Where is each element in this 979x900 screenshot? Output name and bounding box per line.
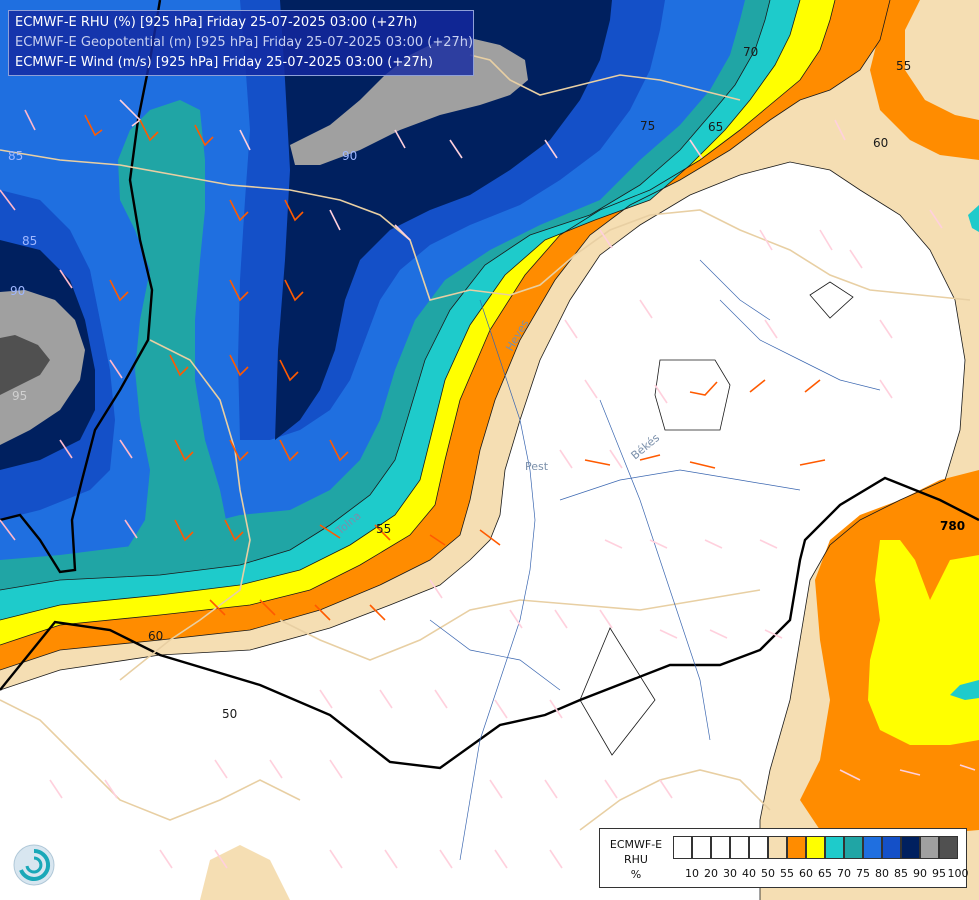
legend-tick-label: 100 — [947, 867, 969, 880]
legend-tick-label: 75 — [856, 867, 870, 880]
contour-label: 75 — [640, 119, 655, 133]
legend-swatch — [825, 836, 844, 859]
legend-swatch — [730, 836, 749, 859]
contour-label-group: 85 90 95 85 90 70 75 65 60 55 60 50 55 5… — [8, 45, 965, 721]
rhu-title: ECMWF-E RHU (%) [925 hPa] Friday 25-07-2… — [15, 15, 418, 30]
legend-title: ECMWF-E RHU % — [604, 837, 668, 882]
legend-tick-label: 85 — [894, 867, 908, 880]
contour-label: 85 — [8, 149, 23, 163]
legend-swatch — [749, 836, 768, 859]
legend-title-line: RHU — [624, 853, 648, 866]
band-65-70-ne — [968, 205, 979, 232]
contour-label: 60 — [873, 136, 888, 150]
legend-tick-label: 80 — [875, 867, 889, 880]
contour-label: 55 — [376, 522, 391, 536]
contour-label: 95 — [12, 389, 27, 403]
legend-swatch — [844, 836, 863, 859]
contour-label: 65 — [708, 120, 723, 134]
wind-barbs — [0, 99, 976, 869]
legend-tick-label: 90 — [913, 867, 927, 880]
contour-label: 90 — [342, 149, 357, 163]
rivers — [429, 259, 881, 861]
contour-label: 60 — [148, 629, 163, 643]
legend-tick-label: 55 — [780, 867, 794, 880]
legend-tick-label: 50 — [761, 867, 775, 880]
contour-label: 55 — [896, 59, 911, 73]
legend-title-line: ECMWF-E — [609, 838, 663, 851]
legend-swatch — [920, 836, 939, 859]
legend-swatch — [692, 836, 711, 859]
contour-label: 85 — [22, 234, 37, 248]
band-65-70-se — [950, 680, 979, 700]
band-95-100 — [0, 335, 50, 395]
contour-label: 70 — [743, 45, 758, 59]
legend-tick-label: 95 — [932, 867, 946, 880]
legend-swatch — [768, 836, 787, 859]
legend-swatch — [787, 836, 806, 859]
band-50-55-ne — [905, 0, 979, 120]
legend-swatch — [673, 836, 692, 859]
legend-swatch — [939, 836, 958, 859]
legend-tick-label: 60 — [799, 867, 813, 880]
band-70-75-tongue — [118, 100, 230, 560]
place-label: Békés — [629, 431, 663, 462]
legend-swatch — [806, 836, 825, 859]
color-legend: ECMWF-E RHU % 10 20 30 40 50 55 60 65 70 75 80 85 90… — [599, 828, 969, 888]
contour-label: 50 — [222, 707, 237, 721]
legend-tick-label: 40 — [742, 867, 756, 880]
wind-title: ECMWF-E Wind (m/s) [925 hPa] Friday 25-0… — [15, 55, 434, 70]
legend-swatch — [882, 836, 901, 859]
band-50-55-sw — [200, 845, 290, 900]
legend-title-line: % — [630, 868, 642, 881]
legend-tick-label: 65 — [818, 867, 832, 880]
legend-tick-label: 10 — [685, 867, 699, 880]
legend-tick-label: 20 — [704, 867, 718, 880]
map-title-box: ECMWF-E RHU (%) [925 hPa] Friday 25-07-2… — [8, 10, 474, 76]
geopotential-title: ECMWF-E Geopotential (m) [925 hPa] Frida… — [15, 35, 474, 50]
contour-label: 90 — [10, 284, 25, 298]
contour-label: 780 — [940, 519, 965, 533]
ecmwf-logo — [13, 844, 55, 886]
legend-tick-label: 70 — [837, 867, 851, 880]
geopotential-lines — [0, 0, 979, 770]
legend-swatch — [711, 836, 730, 859]
legend-swatch — [863, 836, 882, 859]
legend-tick-label: 30 — [723, 867, 737, 880]
legend-swatch — [901, 836, 920, 859]
place-label: Pest — [525, 460, 549, 473]
country-borders — [0, 54, 971, 831]
